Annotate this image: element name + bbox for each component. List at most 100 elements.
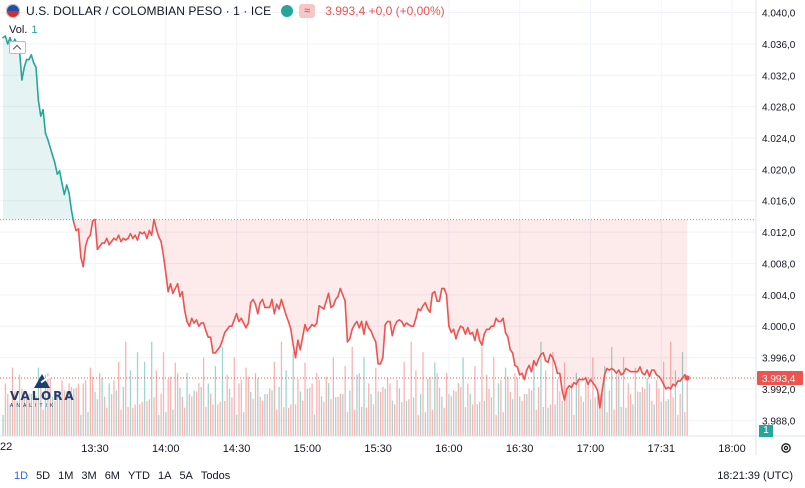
volume-bar [630,394,631,436]
delayed-data-icon[interactable]: ≈ [299,4,315,18]
volume-bar [642,387,643,436]
volume-bar [687,379,688,436]
volume-bar [2,415,3,436]
volume-bar [665,401,666,436]
volume-bar [465,407,466,436]
volume-bar [401,402,402,436]
range-button-1m[interactable]: 1M [58,470,73,482]
volume-bar [191,396,192,436]
volume-bar [559,391,560,436]
volume-bar [474,366,475,436]
volume-bar [163,352,164,436]
volume-value: 1 [31,24,37,36]
volume-bar [231,397,232,436]
volume-bar [486,375,487,436]
volume-bar [491,397,492,436]
range-button-1d[interactable]: 1D [14,470,28,482]
volume-bar [276,410,277,436]
volume-bar [394,404,395,436]
y-tick-label: 4.016,0 [762,197,796,208]
volume-bar [340,394,341,436]
x-axis-day-label: 22 [0,441,12,453]
volume-bar [370,394,371,436]
symbol-legend: U.S. DOLLAR / COLOMBIAN PESO · 1 · ICE ≈… [6,4,445,18]
volume-bar [493,357,494,436]
volume-bar [184,408,185,436]
volume-bar [281,342,282,436]
volume-bar [616,375,617,436]
volume-bar [406,401,407,436]
volume-bar [651,401,652,436]
volume-bar [679,394,680,436]
volume-bar [554,404,555,436]
volume-bar [392,401,393,436]
volume-bar [78,384,79,436]
volume-bar [427,379,428,436]
range-button-5d[interactable]: 5D [36,470,50,482]
volume-bar [83,383,84,436]
range-button-ytd[interactable]: YTD [128,470,150,482]
volume-bar [453,390,454,436]
volume-bar [203,357,204,436]
volume-bar [420,394,421,436]
volume-bar [536,410,537,436]
volume-bar [142,402,143,436]
volume-bar [677,415,678,436]
collapse-legend-button[interactable] [9,41,26,54]
volume-bar [448,394,449,436]
volume-bar [470,394,471,436]
volume-bar [637,391,638,436]
volume-bar [505,368,506,436]
volume-bar [208,384,209,436]
volume-bar [139,404,140,436]
range-button-todos[interactable]: Todos [201,470,230,482]
volume-bar [149,399,150,436]
volume-bar [571,384,572,436]
volume-bar [342,394,343,436]
volume-bar [408,399,409,436]
volume-bar [628,383,629,436]
volume-bar [363,357,364,436]
volume-bar [295,404,296,436]
volume-bar [165,412,166,436]
volume-bar [238,383,239,436]
range-button-6m[interactable]: 6M [105,470,120,482]
volume-bar [92,377,93,436]
volume-bar [236,415,237,436]
utc-clock[interactable]: 18:21:39 (UTC) [717,470,793,482]
x-tick-label: 17:00 [577,443,605,455]
volume-bar [170,377,171,436]
volume-bar [193,390,194,436]
volume-bar [658,388,659,436]
symbol-title[interactable]: U.S. DOLLAR / COLOMBIAN PESO · 1 · ICE [26,4,271,18]
volume-bar [519,397,520,436]
x-tick-label: 15:30 [364,443,392,455]
x-tick-label: 13:30 [81,443,109,455]
volume-bar [524,394,525,436]
gear-icon[interactable] [780,442,792,454]
market-open-icon[interactable] [281,5,293,17]
volume-bar [118,362,119,436]
volume-bar [495,415,496,436]
volume-bar [283,407,284,436]
volume-bar [441,397,442,436]
volume-bar [512,399,513,436]
volume-bar [458,383,459,436]
volume-bar [160,394,161,436]
volume-bar [113,380,114,436]
volume-bar [543,407,544,436]
volume-bar [517,378,518,436]
volume-bar [580,396,581,436]
volume-bar [654,404,655,436]
volume-bar [368,383,369,436]
range-button-5a[interactable]: 5A [179,470,192,482]
range-button-3m[interactable]: 3M [81,470,96,482]
range-button-1a[interactable]: 1A [158,470,171,482]
volume-bar [672,397,673,436]
volume-bar [309,388,310,436]
volume-bar [434,362,435,436]
volume-bar [123,387,124,436]
volume-bar [319,380,320,436]
